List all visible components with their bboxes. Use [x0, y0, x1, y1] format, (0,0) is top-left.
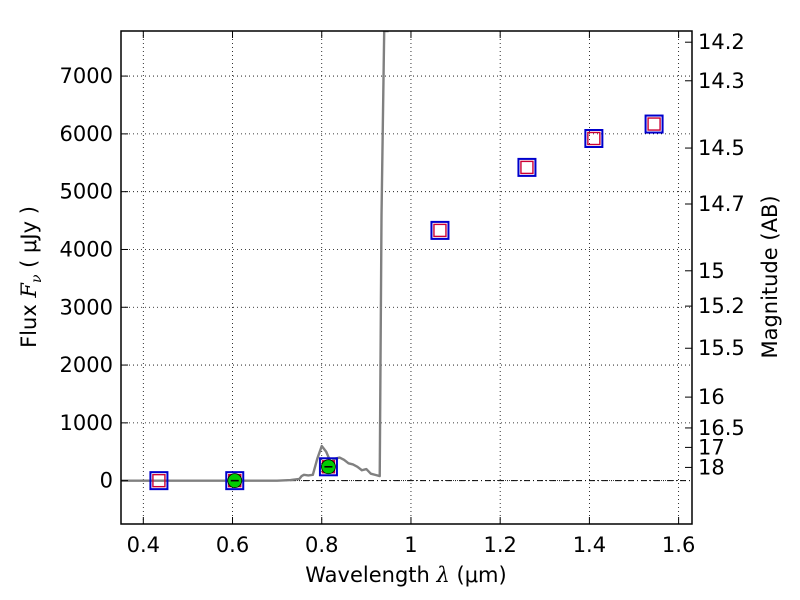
- magnitude-tick-label: 15.2: [698, 294, 745, 318]
- x-tick-label: 1.4: [573, 533, 606, 557]
- y-axis-title: Flux Fν ( μJy ): [17, 206, 45, 348]
- y-tick-label: 2000: [60, 353, 113, 377]
- green-circle-markers: [227, 459, 336, 489]
- magnitude-tick-label: 14.2: [698, 30, 745, 54]
- blue-square-markers: [149, 114, 664, 491]
- y-tick-label: 4000: [60, 237, 113, 261]
- blue-square-marker: [225, 471, 245, 491]
- x-tick-label: 1: [404, 533, 417, 557]
- x-axis-title-symbol: λ: [436, 563, 450, 587]
- magnitude-tick-label: 16.5: [698, 416, 745, 440]
- magnitude-tick-label: 15: [698, 259, 725, 283]
- blue-square-marker: [318, 457, 338, 477]
- blue-square-marker: [149, 471, 169, 491]
- y-axis-title-subscript: ν: [29, 274, 45, 283]
- x-tick-label: 1.2: [483, 533, 516, 557]
- red-square-marker: [647, 117, 661, 131]
- magnitude-tick-label: 14.7: [698, 192, 745, 216]
- magnitude-tick-label: 18: [698, 455, 725, 479]
- blue-square-marker: [430, 220, 450, 240]
- red-square-marker: [520, 160, 534, 175]
- x-axis-ticks: 0.4 0.6 0.8 1 1.2 1.4 1.6: [127, 31, 695, 557]
- y-tick-label: 0: [100, 469, 113, 493]
- magnitude-tick-label: 16: [698, 385, 725, 409]
- magnitude-tick-label: 14.3: [698, 69, 745, 93]
- y-tick-label: 5000: [60, 180, 113, 204]
- magnitude-tick-label: 15.5: [698, 336, 745, 360]
- x-axis-title-unit: (μm): [450, 563, 507, 587]
- y-tick-label: 7000: [60, 64, 113, 88]
- x-tick-label: 0.6: [216, 533, 249, 557]
- y-axis-ticks: 0 1000 2000 3000 4000 5000 6000 7000: [60, 64, 128, 493]
- plot-area: [121, 31, 664, 491]
- red-square-marker: [433, 223, 447, 238]
- magnitude-tick-label: 14.5: [698, 136, 745, 160]
- x-tick-label: 0.4: [127, 533, 160, 557]
- x-axis-title-prefix: Wavelength: [305, 563, 436, 587]
- magnitude-axis-title: Magnitude (AB): [758, 195, 782, 358]
- magnitude-tick-label: 17: [698, 435, 725, 459]
- red-square-marker: [152, 473, 166, 488]
- blue-square-marker: [644, 114, 664, 134]
- x-axis-title: Wavelength λ (μm): [305, 563, 506, 587]
- y-axis-title-prefix: Flux: [17, 298, 41, 348]
- plot-frame: [120, 30, 693, 525]
- y-tick-label: 1000: [60, 411, 113, 435]
- x-tick-label: 1.6: [662, 533, 695, 557]
- y-tick-label: 3000: [60, 295, 113, 319]
- blue-square-marker: [584, 129, 604, 149]
- blue-square-marker: [517, 157, 537, 177]
- x-tick-label: 0.8: [305, 533, 338, 557]
- y-tick-label: 6000: [60, 122, 113, 146]
- y-axis-title-unit: ( μJy ): [17, 206, 41, 274]
- red-square-marker: [587, 131, 601, 146]
- y-axis-title-symbol: F: [17, 282, 41, 299]
